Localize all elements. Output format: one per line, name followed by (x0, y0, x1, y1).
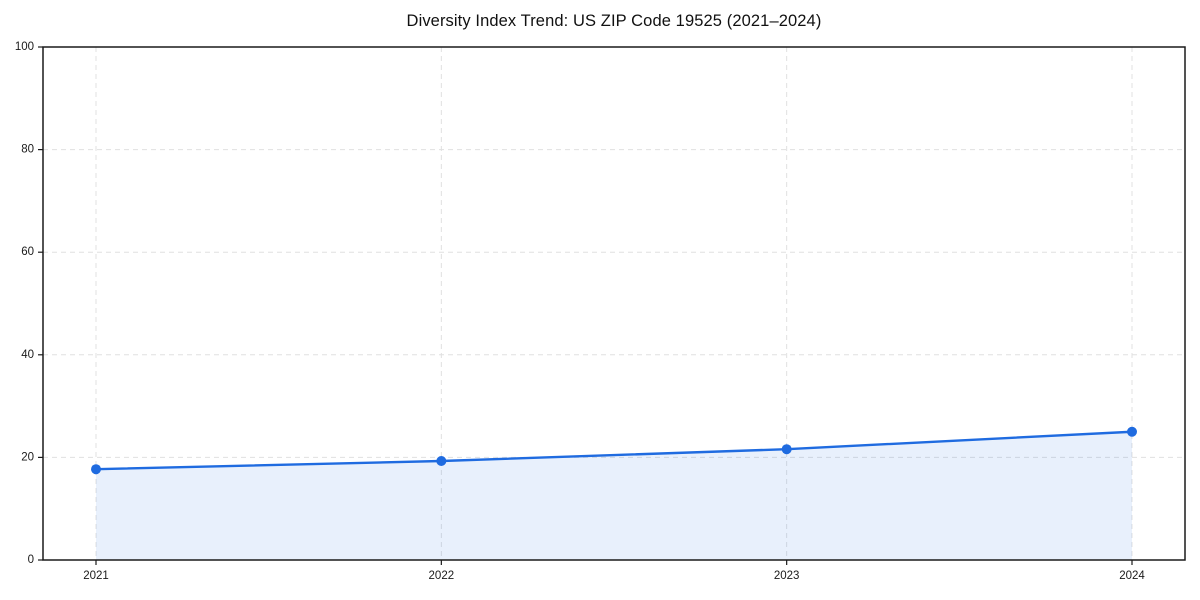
x-tick-label: 2022 (429, 570, 455, 582)
data-point (1127, 426, 1137, 437)
data-point (436, 455, 447, 466)
y-tick-label: 100 (15, 41, 34, 53)
x-tick-label: 2021 (83, 570, 109, 582)
y-tick-label: 0 (28, 554, 34, 566)
chart-title: Diversity Index Trend: US ZIP Code 19525… (406, 12, 822, 30)
y-tick-label: 20 (21, 451, 34, 463)
line-series (94, 430, 1134, 471)
y-tick-label: 60 (21, 246, 34, 258)
y-tick-label: 40 (21, 349, 34, 361)
data-point (91, 464, 101, 475)
area-fill (96, 431, 1132, 560)
x-tick-label: 2023 (774, 570, 800, 582)
plot-border (42, 46, 1186, 561)
x-tick-label: 2024 (1119, 570, 1145, 582)
y-tick-label: 80 (21, 144, 34, 156)
data-point (781, 444, 792, 455)
